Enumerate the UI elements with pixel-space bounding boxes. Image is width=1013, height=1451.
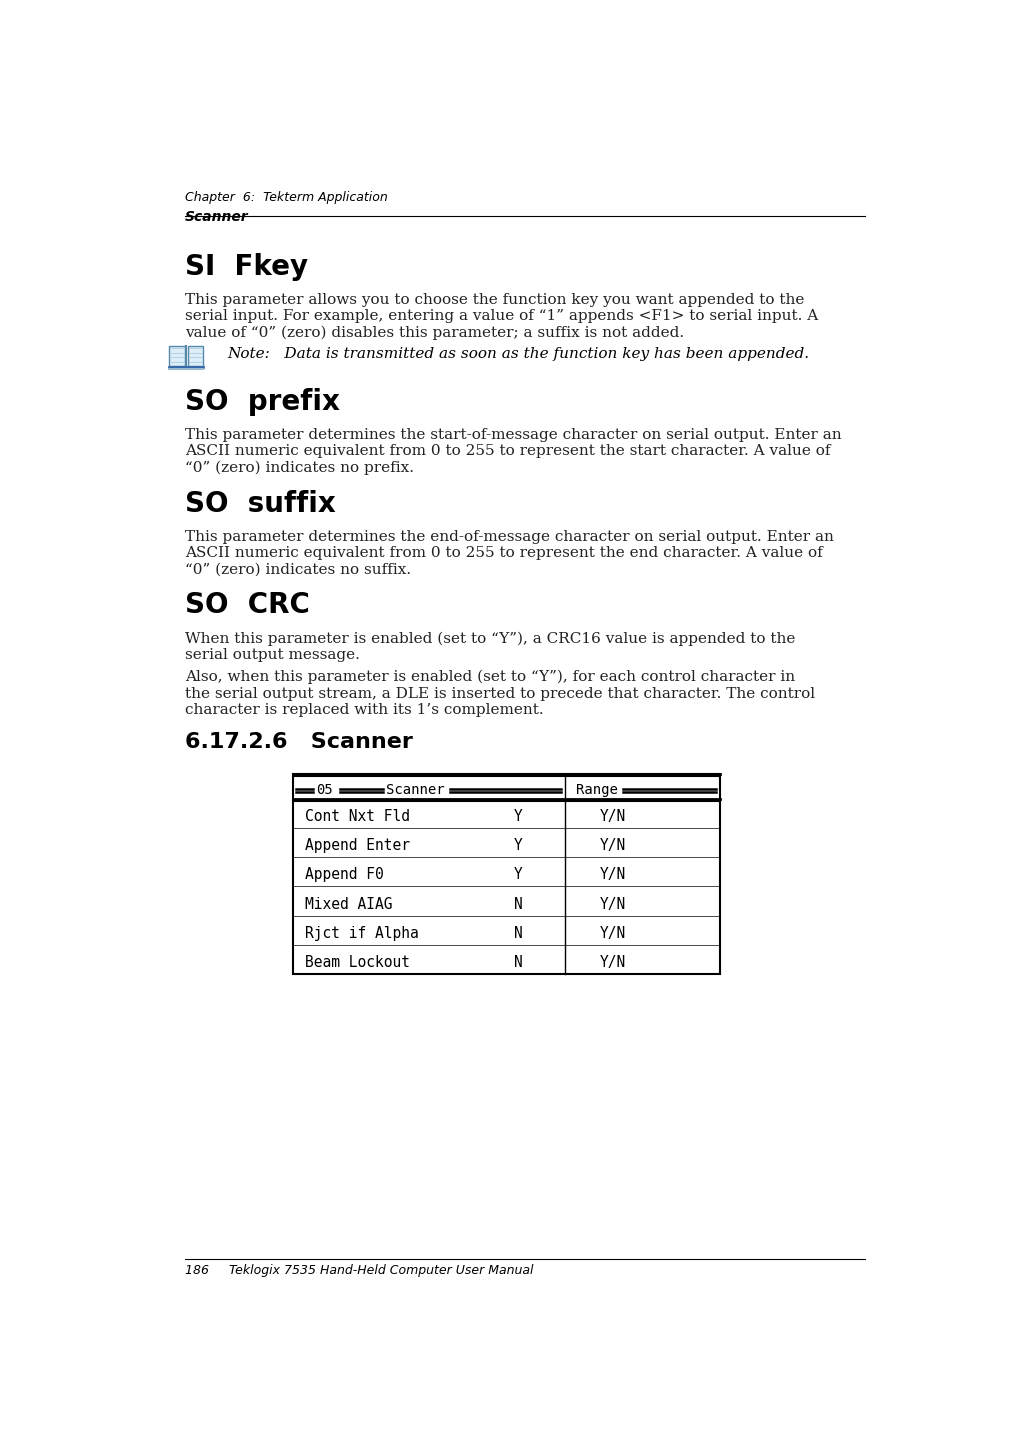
- Text: Y: Y: [515, 868, 523, 882]
- Text: When this parameter is enabled (set to “Y”), a CRC16 value is appended to the
se: When this parameter is enabled (set to “…: [184, 631, 795, 662]
- Text: Y/N: Y/N: [600, 926, 626, 940]
- Text: 05: 05: [316, 784, 333, 797]
- Text: Scanner: Scanner: [184, 210, 248, 225]
- Bar: [293, 773, 719, 974]
- Text: SO  CRC: SO CRC: [184, 592, 310, 620]
- FancyBboxPatch shape: [187, 345, 204, 366]
- Text: Rjct if Alpha: Rjct if Alpha: [305, 926, 418, 940]
- Text: Y/N: Y/N: [600, 897, 626, 911]
- Text: Y/N: Y/N: [600, 955, 626, 971]
- Text: Y/N: Y/N: [600, 868, 626, 882]
- Text: 186     Teklogix 7535 Hand-Held Computer User Manual: 186 Teklogix 7535 Hand-Held Computer Use…: [184, 1264, 533, 1277]
- Text: Cont Nxt Fld: Cont Nxt Fld: [305, 808, 410, 824]
- Text: Y/N: Y/N: [600, 808, 626, 824]
- Text: Beam Lockout: Beam Lockout: [305, 955, 410, 971]
- Text: Note:   Data is transmitted as soon as the function key has been appended.: Note: Data is transmitted as soon as the…: [227, 347, 809, 361]
- FancyBboxPatch shape: [169, 345, 184, 366]
- Text: Chapter  6:  Tekterm Application: Chapter 6: Tekterm Application: [184, 192, 388, 205]
- Text: Range: Range: [576, 784, 618, 797]
- Text: N: N: [515, 955, 523, 971]
- Text: SO  suffix: SO suffix: [184, 490, 335, 518]
- Text: N: N: [515, 926, 523, 940]
- Text: Y: Y: [515, 839, 523, 853]
- Text: This parameter determines the end-of-message character on serial output. Enter a: This parameter determines the end-of-mes…: [184, 530, 834, 576]
- Text: This parameter determines the start-of-message character on serial output. Enter: This parameter determines the start-of-m…: [184, 428, 842, 474]
- Text: Y/N: Y/N: [600, 839, 626, 853]
- Text: Y: Y: [515, 808, 523, 824]
- Text: Mixed AIAG: Mixed AIAG: [305, 897, 392, 911]
- Text: Also, when this parameter is enabled (set to “Y”), for each control character in: Also, when this parameter is enabled (se…: [184, 670, 814, 717]
- Text: Append Enter: Append Enter: [305, 839, 410, 853]
- Text: This parameter allows you to choose the function key you want appended to the
se: This parameter allows you to choose the …: [184, 293, 819, 340]
- Text: Scanner: Scanner: [386, 784, 445, 797]
- Text: 6.17.2.6   Scanner: 6.17.2.6 Scanner: [184, 731, 412, 752]
- Text: SO  prefix: SO prefix: [184, 389, 339, 416]
- Text: Append F0: Append F0: [305, 868, 384, 882]
- Text: N: N: [515, 897, 523, 911]
- Text: SI  Fkey: SI Fkey: [184, 252, 308, 280]
